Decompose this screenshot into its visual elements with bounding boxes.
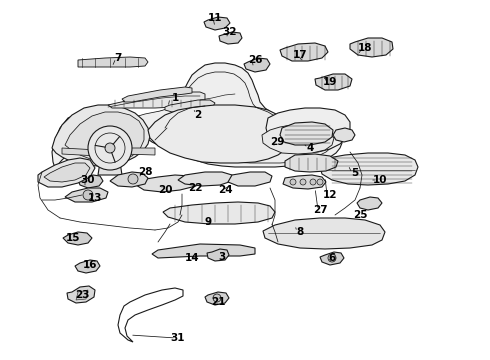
Polygon shape	[262, 125, 334, 154]
Circle shape	[317, 179, 323, 185]
Polygon shape	[280, 122, 333, 145]
Polygon shape	[152, 244, 255, 258]
Polygon shape	[65, 112, 144, 162]
Polygon shape	[228, 172, 272, 186]
Circle shape	[328, 254, 336, 262]
Text: 25: 25	[353, 210, 367, 220]
Text: 31: 31	[171, 333, 185, 343]
Polygon shape	[65, 188, 108, 202]
Text: 3: 3	[219, 252, 225, 262]
Polygon shape	[98, 162, 122, 175]
Polygon shape	[78, 175, 103, 188]
Text: 21: 21	[211, 297, 225, 307]
Polygon shape	[44, 163, 90, 182]
Polygon shape	[263, 218, 385, 249]
Text: 32: 32	[223, 27, 237, 37]
Polygon shape	[63, 232, 92, 245]
Polygon shape	[148, 105, 292, 163]
Polygon shape	[78, 57, 148, 67]
Text: 29: 29	[270, 137, 284, 147]
Text: 13: 13	[88, 193, 102, 203]
Polygon shape	[136, 175, 198, 192]
Text: 27: 27	[313, 205, 327, 215]
Polygon shape	[244, 58, 270, 72]
Text: 14: 14	[185, 253, 199, 263]
Polygon shape	[75, 260, 100, 273]
Text: 11: 11	[208, 13, 222, 23]
Polygon shape	[63, 72, 334, 163]
Polygon shape	[333, 128, 355, 142]
Text: 8: 8	[296, 227, 304, 237]
Circle shape	[83, 190, 93, 200]
Polygon shape	[357, 197, 382, 210]
Text: 2: 2	[195, 110, 201, 120]
Text: 17: 17	[293, 50, 307, 60]
Polygon shape	[76, 290, 88, 300]
Text: 10: 10	[373, 175, 387, 185]
Polygon shape	[219, 32, 242, 44]
Polygon shape	[320, 153, 418, 185]
Polygon shape	[110, 172, 148, 187]
Polygon shape	[315, 74, 352, 90]
Text: 20: 20	[158, 185, 172, 195]
Polygon shape	[178, 172, 232, 186]
Text: 23: 23	[75, 290, 89, 300]
Text: 9: 9	[204, 217, 212, 227]
Polygon shape	[207, 249, 229, 261]
Text: 7: 7	[114, 53, 122, 63]
Polygon shape	[52, 105, 150, 166]
Text: 26: 26	[248, 55, 262, 65]
Text: 28: 28	[138, 167, 152, 177]
Circle shape	[88, 126, 132, 170]
Polygon shape	[350, 38, 393, 57]
Polygon shape	[165, 100, 215, 112]
Circle shape	[105, 143, 115, 153]
Circle shape	[213, 294, 221, 302]
Polygon shape	[163, 202, 275, 224]
Text: 22: 22	[188, 183, 202, 193]
Text: 16: 16	[83, 260, 97, 270]
Text: 18: 18	[358, 43, 372, 53]
Circle shape	[290, 179, 296, 185]
Text: 4: 4	[306, 143, 314, 153]
Text: 1: 1	[172, 93, 179, 103]
Text: 19: 19	[323, 77, 337, 87]
Polygon shape	[62, 148, 98, 156]
Circle shape	[128, 174, 138, 184]
Text: 15: 15	[66, 233, 80, 243]
Text: 5: 5	[351, 168, 359, 178]
Text: 30: 30	[81, 175, 95, 185]
Circle shape	[310, 179, 316, 185]
Polygon shape	[108, 92, 205, 108]
Text: 6: 6	[328, 253, 336, 263]
Polygon shape	[204, 17, 230, 30]
Polygon shape	[320, 252, 344, 265]
Polygon shape	[205, 292, 229, 305]
Polygon shape	[280, 43, 328, 61]
Text: 12: 12	[323, 190, 337, 200]
Polygon shape	[122, 148, 155, 155]
Polygon shape	[122, 87, 192, 102]
Polygon shape	[38, 158, 95, 187]
Polygon shape	[285, 154, 338, 172]
Polygon shape	[266, 108, 350, 153]
Polygon shape	[67, 286, 95, 303]
Polygon shape	[283, 175, 326, 189]
Text: 24: 24	[218, 185, 232, 195]
Polygon shape	[52, 63, 342, 168]
Circle shape	[300, 179, 306, 185]
